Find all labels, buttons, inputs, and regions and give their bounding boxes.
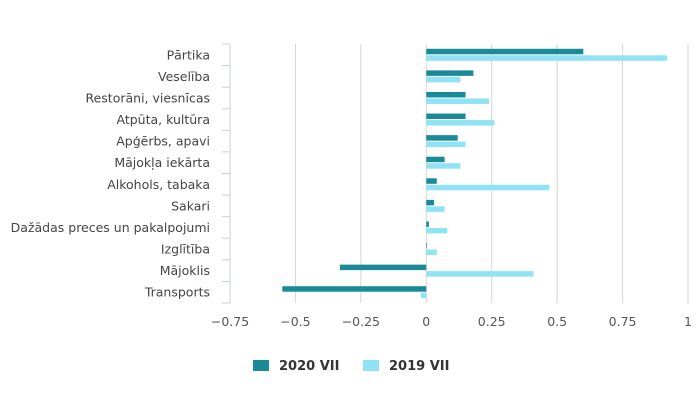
category-axis bbox=[222, 43, 231, 304]
x-tick-label: 1 bbox=[684, 314, 692, 329]
bars bbox=[282, 48, 668, 299]
category-label: Restorāni, viesnīcas bbox=[85, 90, 210, 105]
x-tick-label: 0.25 bbox=[478, 314, 506, 329]
x-tick-labels: −0.75 −0.5 −0.25 0 0.25 0.5 0.75 1 bbox=[211, 314, 692, 329]
grid-lines bbox=[229, 44, 689, 303]
bar-2020-vii[interactable] bbox=[282, 286, 427, 292]
bar-2019-vii[interactable] bbox=[426, 227, 448, 234]
bar-2020-vii[interactable] bbox=[426, 48, 584, 55]
bar-2020-vii[interactable] bbox=[426, 221, 429, 227]
legend-item[interactable]: 2020 VII bbox=[253, 359, 339, 374]
bar-2020-vii[interactable] bbox=[426, 91, 466, 98]
category-label: Mājokļa iekārta bbox=[114, 155, 210, 170]
bar-2019-vii[interactable] bbox=[426, 98, 490, 104]
bar-2020-vii[interactable] bbox=[426, 199, 435, 206]
category-label: Mājoklis bbox=[160, 263, 210, 278]
legend[interactable]: 2020 VII 2019 VII bbox=[253, 359, 449, 374]
category-label: Alkohols, tabaka bbox=[107, 177, 210, 192]
category-label: Apģērbs, apavi bbox=[116, 134, 210, 149]
bar-2020-vii[interactable] bbox=[426, 178, 437, 184]
bar-2019-vii[interactable] bbox=[426, 76, 461, 83]
x-tick-label: 0.5 bbox=[547, 314, 567, 329]
legend-label: 2019 VII bbox=[389, 359, 449, 374]
legend-label: 2020 VII bbox=[279, 359, 339, 374]
bar-2020-vii[interactable] bbox=[426, 113, 466, 120]
category-label: Pārtika bbox=[167, 47, 210, 62]
bar-2019-vii[interactable] bbox=[426, 206, 445, 212]
bar-2019-vii[interactable] bbox=[426, 141, 466, 148]
bar-2019-vii[interactable] bbox=[426, 184, 550, 191]
bar-2019-vii[interactable] bbox=[426, 249, 437, 256]
category-label: Sakari bbox=[171, 198, 210, 213]
category-labels: Pārtika Veselība Restorāni, viesnīcas Atpūt… bbox=[11, 47, 210, 299]
bar-2020-vii[interactable] bbox=[339, 264, 427, 271]
bar-2020-vii[interactable] bbox=[426, 156, 445, 163]
bar-2019-vii[interactable] bbox=[426, 163, 461, 169]
x-tick-label: −0.5 bbox=[280, 314, 310, 329]
bar-2019-vii[interactable] bbox=[426, 55, 668, 61]
x-tick-label: 0 bbox=[422, 314, 430, 329]
bar-2020-vii[interactable] bbox=[426, 135, 458, 141]
legend-item[interactable]: 2019 VII bbox=[363, 359, 449, 374]
x-tick-label: −0.25 bbox=[342, 314, 380, 329]
x-tick-label: 0.75 bbox=[609, 314, 637, 329]
bar-2019-vii[interactable] bbox=[421, 292, 427, 299]
bar-2019-vii[interactable] bbox=[426, 271, 534, 277]
category-label: Izglītība bbox=[161, 242, 210, 257]
category-label: Atpūta, kultūra bbox=[117, 112, 210, 127]
bar-2019-vii[interactable] bbox=[426, 120, 495, 126]
category-label: Veselība bbox=[158, 69, 210, 84]
bar-2020-vii[interactable] bbox=[426, 243, 427, 249]
legend-swatch bbox=[253, 360, 269, 371]
category-label: Transports bbox=[144, 285, 210, 300]
bar-2020-vii[interactable] bbox=[426, 70, 474, 76]
category-label: Dažādas preces un pakalpojumi bbox=[11, 220, 210, 235]
x-tick-label: −0.75 bbox=[211, 314, 249, 329]
legend-swatch bbox=[363, 360, 379, 371]
